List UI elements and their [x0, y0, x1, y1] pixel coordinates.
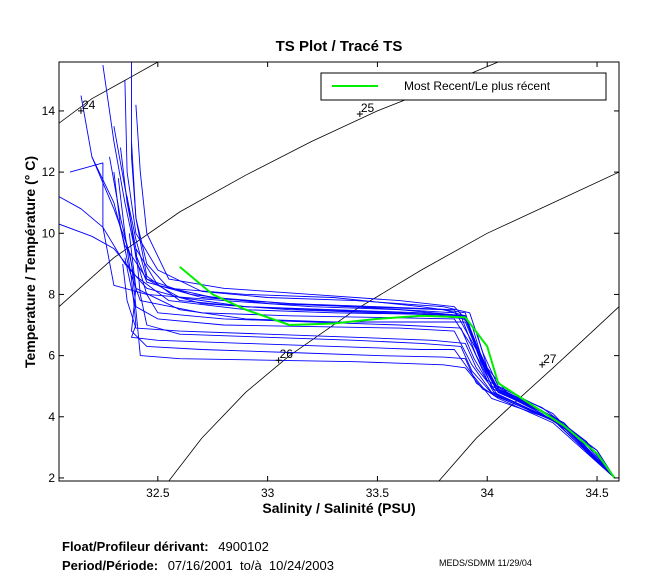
contour-label-25: 25	[361, 101, 375, 115]
y-tick-label: 4	[48, 410, 55, 424]
x-tick-label: 34	[481, 486, 495, 500]
legend-label: Most Recent/Le plus récent	[404, 79, 551, 93]
period-row: Period/Période: 07/16/2001 to/à 10/24/20…	[62, 558, 334, 573]
credit-stamp: MEDS/SDMM 11/29/04	[439, 558, 532, 568]
chart-title: TS Plot / Tracé TS	[276, 38, 403, 55]
float-label: Float/Profileur dérivant:	[62, 539, 209, 554]
contour-marker-24	[77, 107, 84, 114]
contour-marker-25	[356, 110, 363, 117]
float-value: 4900102	[218, 539, 269, 554]
profile-line-13	[135, 248, 615, 479]
profile-line-16	[126, 196, 615, 479]
x-tick-label: 33.5	[366, 486, 390, 500]
most-recent-line	[179, 266, 616, 479]
plot-area	[59, 62, 619, 481]
density-contour-27	[438, 306, 619, 481]
contour-label-27: 27	[543, 352, 557, 366]
x-tick-label: 33	[261, 486, 275, 500]
y-tick-label: 8	[48, 287, 55, 301]
y-tick-label: 10	[42, 226, 56, 240]
y-tick-label: 12	[42, 165, 56, 179]
plot-frame	[58, 61, 620, 482]
profile-line-17	[135, 104, 615, 479]
y-tick-label: 2	[48, 471, 55, 485]
profile-line-7	[69, 162, 615, 479]
x-tick-label: 32.5	[146, 486, 170, 500]
contour-marker-27	[539, 361, 546, 368]
density-contour-24	[59, 62, 158, 124]
period-label: Period/Période:	[62, 558, 159, 573]
x-axis-label: Salinity / Salinité (PSU)	[262, 500, 415, 516]
profile-line-11	[128, 233, 615, 479]
y-tick-label: 14	[42, 104, 56, 118]
y-axis-label: Temperature / Température (° C)	[22, 156, 38, 368]
contour-marker-26	[275, 357, 282, 364]
float-row: Float/Profileur dérivant: 4900102	[62, 539, 269, 554]
legend: Most Recent/Le plus récent	[320, 72, 607, 101]
y-tick-label: 6	[48, 349, 55, 363]
density-contour-26	[168, 171, 619, 481]
period-value: 07/16/2001 to/à 10/24/2003	[167, 558, 334, 573]
profile-line-20	[113, 172, 615, 479]
profile-line-9	[124, 80, 615, 479]
contour-label-26: 26	[280, 347, 294, 361]
profile-line-18	[122, 263, 615, 479]
contour-label-24: 24	[82, 98, 96, 112]
profile-line-10	[117, 178, 615, 479]
profile-line-15	[120, 147, 615, 479]
x-tick-label: 34.5	[585, 486, 609, 500]
